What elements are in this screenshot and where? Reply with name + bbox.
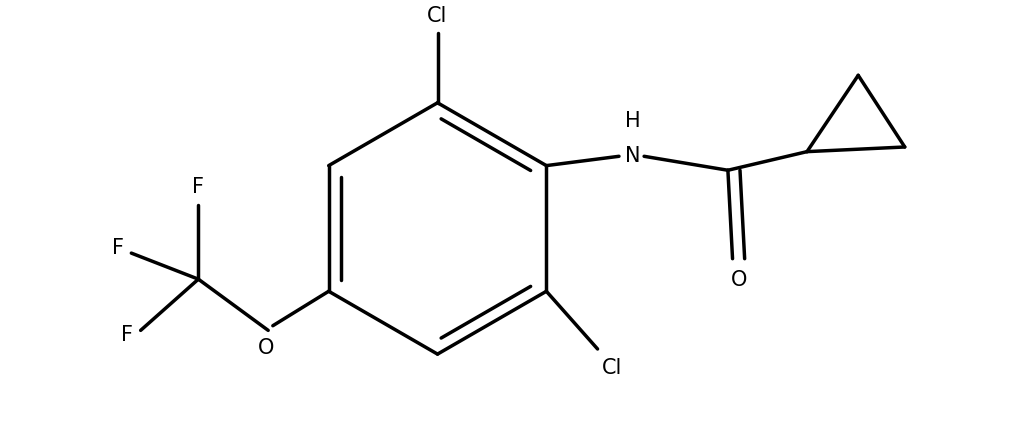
Text: F: F bbox=[193, 177, 205, 197]
Text: O: O bbox=[731, 270, 748, 290]
Text: F: F bbox=[121, 325, 133, 345]
Text: H: H bbox=[625, 111, 641, 131]
Text: Cl: Cl bbox=[427, 6, 447, 27]
Text: N: N bbox=[626, 146, 641, 166]
Text: F: F bbox=[112, 238, 124, 259]
Text: O: O bbox=[258, 338, 274, 358]
Text: Cl: Cl bbox=[602, 358, 623, 378]
